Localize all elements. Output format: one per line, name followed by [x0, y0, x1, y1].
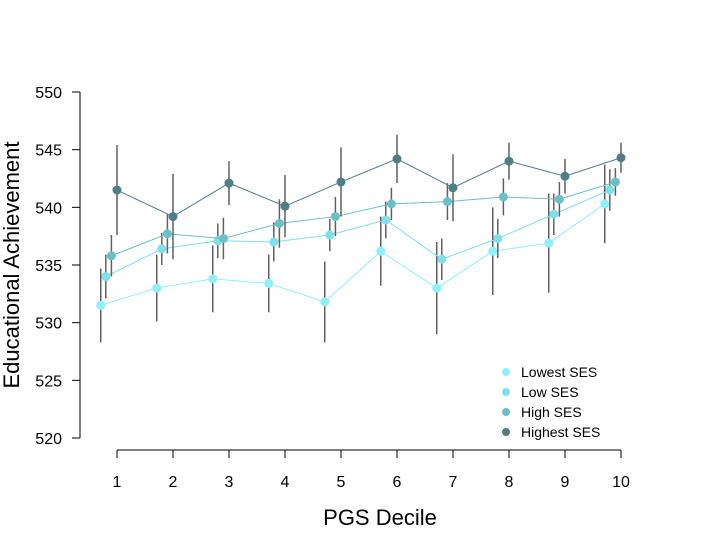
data-point [218, 233, 228, 243]
data-point [274, 218, 284, 228]
x-tick-label: 4 [281, 474, 290, 491]
legend: Lowest SES Low SES High SES Highest SES [502, 364, 600, 440]
series-lowest-ses [96, 164, 610, 343]
data-point [269, 237, 279, 247]
data-point [549, 209, 559, 219]
legend-label: Low SES [521, 384, 579, 400]
series-line [116, 157, 622, 218]
data-point [432, 283, 442, 293]
data-point [280, 201, 290, 211]
legend-marker [502, 368, 510, 376]
data-point [493, 233, 503, 243]
data-point [376, 246, 386, 256]
data-point [610, 177, 620, 187]
data-point [101, 272, 111, 282]
data-point [224, 178, 234, 188]
series-highest-ses [112, 134, 626, 260]
data-point [560, 171, 570, 181]
x-tick-label: 7 [449, 474, 458, 491]
y-tick-label: 525 [35, 373, 62, 390]
data-point [392, 154, 402, 164]
x-tick-label: 2 [169, 474, 178, 491]
series-line [100, 203, 606, 306]
y-tick-label: 540 [35, 200, 62, 217]
data-point [96, 300, 106, 310]
data-point [437, 254, 447, 264]
data-point [488, 246, 498, 256]
x-tick-label: 3 [225, 474, 234, 491]
data-point [600, 199, 610, 209]
x-tick-label: 9 [561, 474, 570, 491]
data-point [386, 199, 396, 209]
data-point [264, 278, 274, 288]
data-point [320, 297, 330, 307]
y-tick-label: 530 [35, 316, 62, 333]
data-point [554, 194, 564, 204]
data-point [605, 185, 615, 195]
x-tick-label: 6 [393, 474, 402, 491]
x-tick-label: 10 [612, 474, 630, 491]
y-tick-label: 535 [35, 258, 62, 275]
data-point [504, 156, 514, 166]
series-low-ses [101, 169, 615, 299]
data-point [168, 212, 178, 222]
series-line [105, 189, 610, 277]
y-tick-label: 520 [35, 431, 62, 448]
data-point [616, 153, 626, 163]
data-point [381, 215, 391, 225]
data-point [448, 183, 458, 193]
legend-marker [502, 388, 510, 396]
legend-label: Lowest SES [521, 364, 597, 380]
x-axis-label: PGS Decile [323, 505, 437, 530]
legend-marker [502, 408, 510, 416]
x-tick-label: 5 [337, 474, 346, 491]
data-point [498, 192, 508, 202]
data-point [152, 283, 162, 293]
data-point [336, 177, 346, 187]
data-point [162, 229, 172, 239]
legend-label: Highest SES [521, 424, 600, 440]
x-tick-label: 8 [505, 474, 514, 491]
data-point [325, 230, 335, 240]
data-point [106, 251, 116, 261]
data-point [442, 197, 452, 207]
y-tick-label: 545 [35, 143, 62, 160]
y-tick-label: 550 [35, 85, 62, 102]
data-point [157, 244, 167, 254]
data-point [112, 185, 122, 195]
series-high-ses [106, 168, 620, 277]
data-point [544, 238, 554, 248]
legend-marker [502, 428, 510, 436]
x-tick-label: 1 [113, 474, 122, 491]
data-point [208, 274, 218, 284]
data-point [330, 212, 340, 222]
y-axis-label: Educational Achievement [0, 141, 24, 388]
legend-label: High SES [521, 404, 582, 420]
series-line [111, 181, 616, 257]
